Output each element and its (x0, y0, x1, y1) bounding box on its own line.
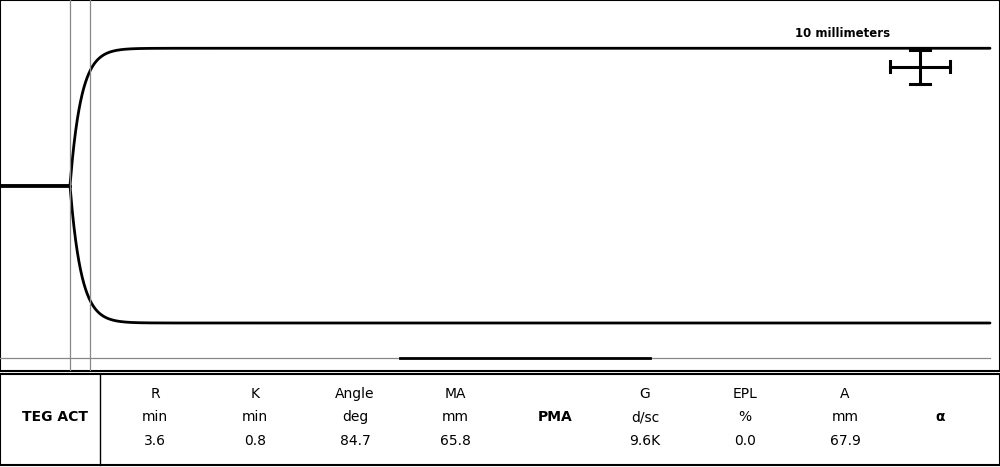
Text: mm: mm (832, 410, 858, 424)
Text: 3.6: 3.6 (144, 434, 166, 448)
Text: K: K (250, 387, 260, 401)
Text: 9.6K: 9.6K (629, 434, 661, 448)
Text: 10 millimeters: 10 millimeters (795, 27, 890, 40)
Text: 65.8: 65.8 (440, 434, 470, 448)
Text: min: min (142, 410, 168, 424)
Text: PMA: PMA (538, 410, 572, 424)
Text: 0.8: 0.8 (244, 434, 266, 448)
Text: Angle: Angle (335, 387, 375, 401)
Text: TEG ACT: TEG ACT (22, 410, 88, 424)
Text: α: α (935, 410, 945, 424)
Text: 84.7: 84.7 (340, 434, 370, 448)
Text: min: min (242, 410, 268, 424)
Text: mm: mm (442, 410, 468, 424)
Text: R: R (150, 387, 160, 401)
Text: d/sc: d/sc (631, 410, 659, 424)
Text: %: % (738, 410, 752, 424)
Text: EPL: EPL (733, 387, 757, 401)
Text: 0.0: 0.0 (734, 434, 756, 448)
Text: 67.9: 67.9 (830, 434, 860, 448)
Text: deg: deg (342, 410, 368, 424)
Text: G: G (640, 387, 650, 401)
Text: A: A (840, 387, 850, 401)
Text: MA: MA (444, 387, 466, 401)
